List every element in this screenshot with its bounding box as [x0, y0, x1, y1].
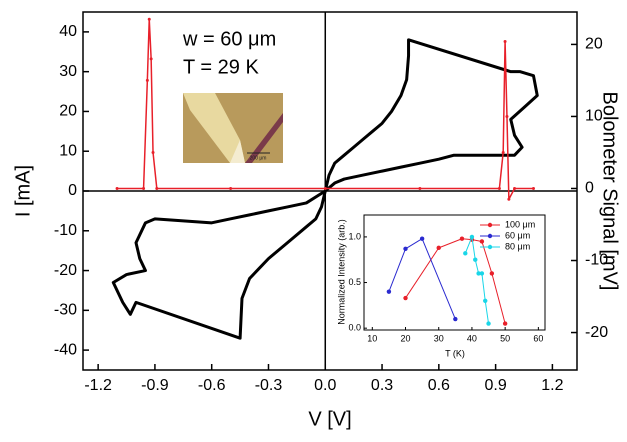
point: [503, 321, 507, 325]
y-tick-label: -40: [54, 341, 77, 358]
y2-tick-label: 20: [585, 36, 603, 53]
y-tick-label: -30: [54, 302, 77, 319]
x-axis-label: V [V]: [308, 408, 351, 430]
legend-marker: [488, 223, 492, 227]
point: [155, 187, 158, 190]
point: [473, 258, 477, 262]
point: [480, 271, 484, 275]
y-tick-label: 30: [59, 63, 77, 80]
x-tick-label: -0.6: [198, 377, 226, 394]
y2-tick-label: -20: [585, 324, 608, 341]
x-tick-label: 50: [500, 333, 510, 343]
legend-label: 100 μm: [505, 219, 535, 229]
x-tick-label: -1.2: [84, 377, 112, 394]
x-tick-label: 40: [467, 333, 477, 343]
point: [403, 296, 407, 300]
y-axis-label: I [mA]: [12, 165, 34, 217]
legend-marker: [488, 234, 492, 238]
inset-y-label: Normalized Intensity (arb.): [336, 219, 346, 325]
x-tick-label: 10: [367, 333, 377, 343]
point: [150, 57, 153, 60]
point: [152, 151, 155, 154]
x-tick-label: -0.9: [141, 377, 169, 394]
inset-x-label: T (K): [445, 348, 465, 358]
y-tick-label: 0: [68, 182, 77, 199]
point: [229, 187, 232, 190]
point: [470, 235, 474, 239]
point: [502, 151, 505, 154]
x-tick-label: 0.0: [314, 377, 336, 394]
point: [498, 187, 501, 190]
x-tick-label: 0.3: [371, 377, 393, 394]
point: [513, 187, 516, 190]
x-tick-label: -0.3: [255, 377, 283, 394]
point: [532, 187, 535, 190]
point: [324, 187, 327, 190]
sem-image: [183, 93, 283, 163]
point: [437, 246, 441, 250]
y-tick-label: 0.0: [348, 323, 361, 333]
legend-label: 60 μm: [505, 230, 530, 240]
y2-tick-label: 0: [585, 180, 594, 197]
point: [480, 239, 484, 243]
point: [142, 187, 145, 190]
point: [460, 237, 464, 241]
point: [116, 187, 119, 190]
y-tick-label: -20: [54, 262, 77, 279]
image-scale-label: 200 μm: [250, 155, 267, 161]
point: [387, 289, 391, 293]
point: [483, 299, 487, 303]
legend-label: 80 μm: [505, 241, 530, 251]
point: [420, 237, 424, 241]
x-tick-label: 20: [401, 333, 411, 343]
y-tick-label: -10: [54, 222, 77, 239]
point: [403, 247, 407, 251]
x-tick-label: 0.6: [428, 377, 450, 394]
y2-axis-label: Bolometer Signal [mV]: [599, 92, 621, 291]
y-tick-label: 20: [59, 103, 77, 120]
annotation: w = 60 μm: [182, 28, 276, 50]
legend-marker: [488, 245, 492, 249]
point: [505, 115, 508, 118]
point: [490, 271, 494, 275]
y-tick-label: 1.0: [348, 231, 361, 241]
x-tick-label: 30: [434, 333, 444, 343]
chart: -1.2 -0.9 -0.6 -0.3 0.0 0.3 0.6 0.9 1.2 -40 -30 -20…: [0, 0, 627, 437]
y-tick-label: 10: [59, 142, 77, 159]
point: [146, 79, 149, 82]
x-tick-label: 0.9: [484, 377, 506, 394]
point: [486, 321, 490, 325]
point: [148, 18, 151, 21]
point: [418, 187, 421, 190]
point: [507, 198, 510, 201]
y-tick-label: 0.5: [348, 277, 361, 287]
y-tick-label: 40: [59, 23, 77, 40]
x-tick-label: 60: [533, 333, 543, 343]
x-tick-label: 1.2: [541, 377, 563, 394]
annotation: T = 29 K: [183, 56, 259, 78]
point: [453, 317, 457, 321]
point: [504, 40, 507, 43]
point: [463, 251, 467, 255]
